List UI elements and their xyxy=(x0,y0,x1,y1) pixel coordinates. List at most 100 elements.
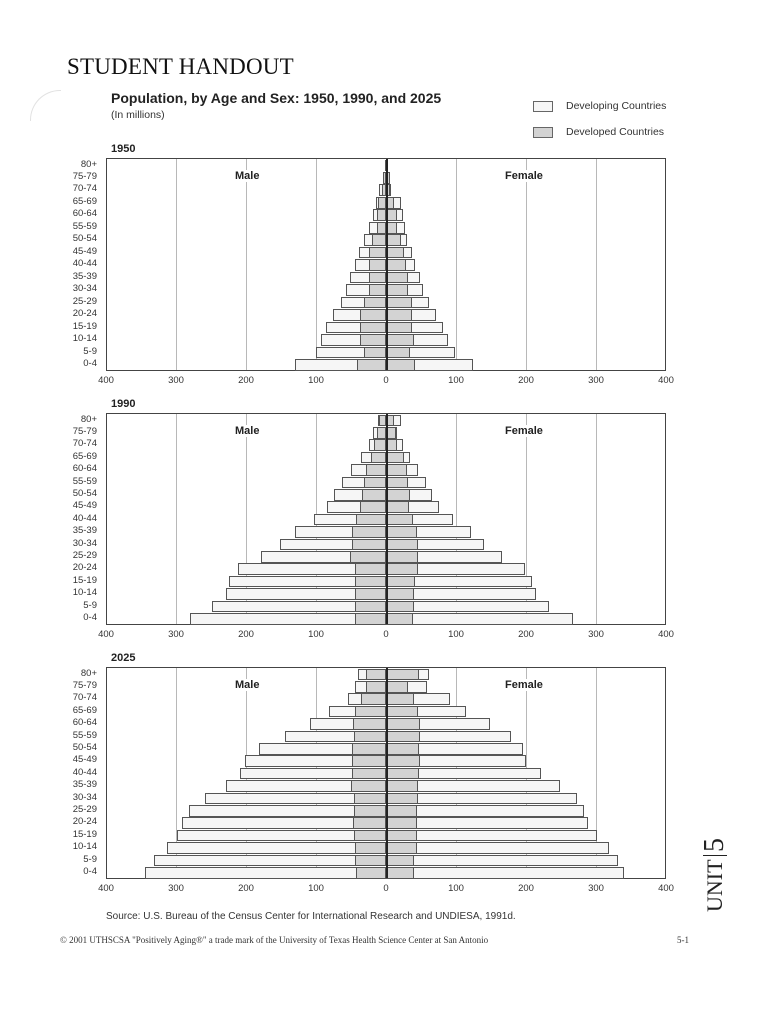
female-developed-bar xyxy=(386,600,414,613)
legend: Developing Countries Developed Countries xyxy=(533,99,666,151)
male-developed-bar xyxy=(352,526,386,538)
female-developed-bar xyxy=(386,867,414,879)
female-developed-bar xyxy=(386,501,410,513)
grid-line xyxy=(526,159,527,370)
male-developed-bar xyxy=(366,680,386,693)
male-developed-bar xyxy=(355,613,386,625)
male-developed-bar xyxy=(369,284,386,296)
female-developed-bar xyxy=(386,551,419,563)
x-tick-label: 200 xyxy=(238,375,254,386)
female-developed-bar xyxy=(386,705,419,718)
x-tick-label: 300 xyxy=(588,883,604,894)
female-developed-bar xyxy=(386,854,414,867)
grid-line xyxy=(596,668,597,878)
female-developing-bar xyxy=(386,854,619,867)
age-group-label: 80+ xyxy=(80,413,97,425)
unit-tag: UNIT 5 xyxy=(699,800,730,950)
page-number: 5-1 xyxy=(677,935,689,945)
female-developed-bar xyxy=(386,575,415,588)
x-tick-label: 100 xyxy=(448,375,464,386)
age-group-label: 10-14 xyxy=(72,587,97,599)
age-group-label: 10-14 xyxy=(72,333,97,345)
male-developed-bar xyxy=(383,171,386,184)
male-developed-bar xyxy=(354,563,386,576)
female-developed-bar xyxy=(386,271,409,284)
x-tick-label: 200 xyxy=(518,883,534,894)
female-developed-bar xyxy=(386,221,398,234)
x-tick-label: 100 xyxy=(448,629,464,640)
age-group-label: 65-69 xyxy=(72,195,97,207)
x-tick-label: 200 xyxy=(518,629,534,640)
x-tick-label: 400 xyxy=(658,629,674,640)
x-tick-label: 100 xyxy=(308,375,324,386)
female-developed-bar xyxy=(386,346,410,359)
male-developed-bar xyxy=(381,184,386,197)
male-developed-bar xyxy=(360,693,386,705)
female-developed-bar xyxy=(386,680,409,693)
male-developed-bar xyxy=(363,346,386,359)
male-developed-bar xyxy=(352,755,386,767)
age-group-label: 65-69 xyxy=(72,704,97,716)
female-developed-bar xyxy=(386,817,417,830)
female-developed-bar xyxy=(386,613,414,625)
female-developed-bar xyxy=(386,730,421,743)
age-group-label: 20-24 xyxy=(72,562,97,574)
male-developed-bar xyxy=(352,742,386,755)
unit-divider xyxy=(703,854,727,857)
panel-year: 1950 xyxy=(111,143,136,155)
x-tick-label: 400 xyxy=(98,375,114,386)
chart-frame: Male Female xyxy=(106,667,666,879)
female-label: Female xyxy=(503,679,545,691)
male-developed-bar xyxy=(353,817,386,830)
female-developed-bar xyxy=(386,755,421,767)
male-developed-bar xyxy=(360,321,386,334)
x-tick-label: 200 xyxy=(518,375,534,386)
x-tick-label: 400 xyxy=(658,883,674,894)
male-developed-bar xyxy=(360,501,386,513)
grid-line xyxy=(596,414,597,624)
female-developed-bar xyxy=(386,451,405,464)
female-developed-bar xyxy=(386,488,410,501)
female-developed-bar xyxy=(386,668,419,681)
age-group-label: 60-64 xyxy=(72,208,97,220)
male-developed-bar xyxy=(364,296,386,309)
age-group-label: 5-9 xyxy=(83,853,97,865)
female-developed-bar xyxy=(386,742,419,755)
female-developed-bar xyxy=(386,476,409,489)
male-label: Male xyxy=(233,425,262,437)
legend-label: Developed Countries xyxy=(566,126,665,138)
age-group-label: 20-24 xyxy=(72,816,97,828)
male-developed-bar xyxy=(355,513,386,526)
age-group-label: 60-64 xyxy=(72,463,97,475)
age-group-label: 30-34 xyxy=(72,283,97,295)
age-group-label: 15-19 xyxy=(72,828,97,840)
grid-line xyxy=(456,414,457,624)
zero-axis-line xyxy=(386,668,388,878)
age-group-label: 5-9 xyxy=(83,599,97,611)
x-tick-label: 200 xyxy=(238,883,254,894)
age-group-label: 80+ xyxy=(80,667,97,679)
grid-line xyxy=(456,159,457,370)
panel-year: 2025 xyxy=(111,652,136,664)
x-tick-label: 300 xyxy=(588,629,604,640)
male-developed-bar xyxy=(353,792,386,805)
female-developed-bar xyxy=(386,538,419,551)
panel-year: 1990 xyxy=(111,398,136,410)
female-developed-bar xyxy=(386,234,401,246)
male-developed-bar xyxy=(366,668,386,681)
age-group-label: 15-19 xyxy=(72,320,97,332)
copyright-note: © 2001 UTHSCSA "Positively Aging®" a tra… xyxy=(60,935,489,945)
age-group-label: 80+ xyxy=(80,158,97,170)
zero-axis-line xyxy=(386,159,388,370)
male-developed-bar xyxy=(354,575,386,588)
developed-swatch-icon xyxy=(533,126,553,138)
male-developed-bar xyxy=(352,538,386,551)
developing-swatch-icon xyxy=(533,100,553,112)
chart-frame: Male Female xyxy=(106,158,666,371)
age-group-label: 10-14 xyxy=(72,841,97,853)
female-developed-bar xyxy=(386,359,415,371)
female-developed-bar xyxy=(386,767,419,780)
legend-label: Developing Countries xyxy=(566,100,667,112)
female-developed-bar xyxy=(386,805,417,817)
x-tick-label: 400 xyxy=(98,629,114,640)
